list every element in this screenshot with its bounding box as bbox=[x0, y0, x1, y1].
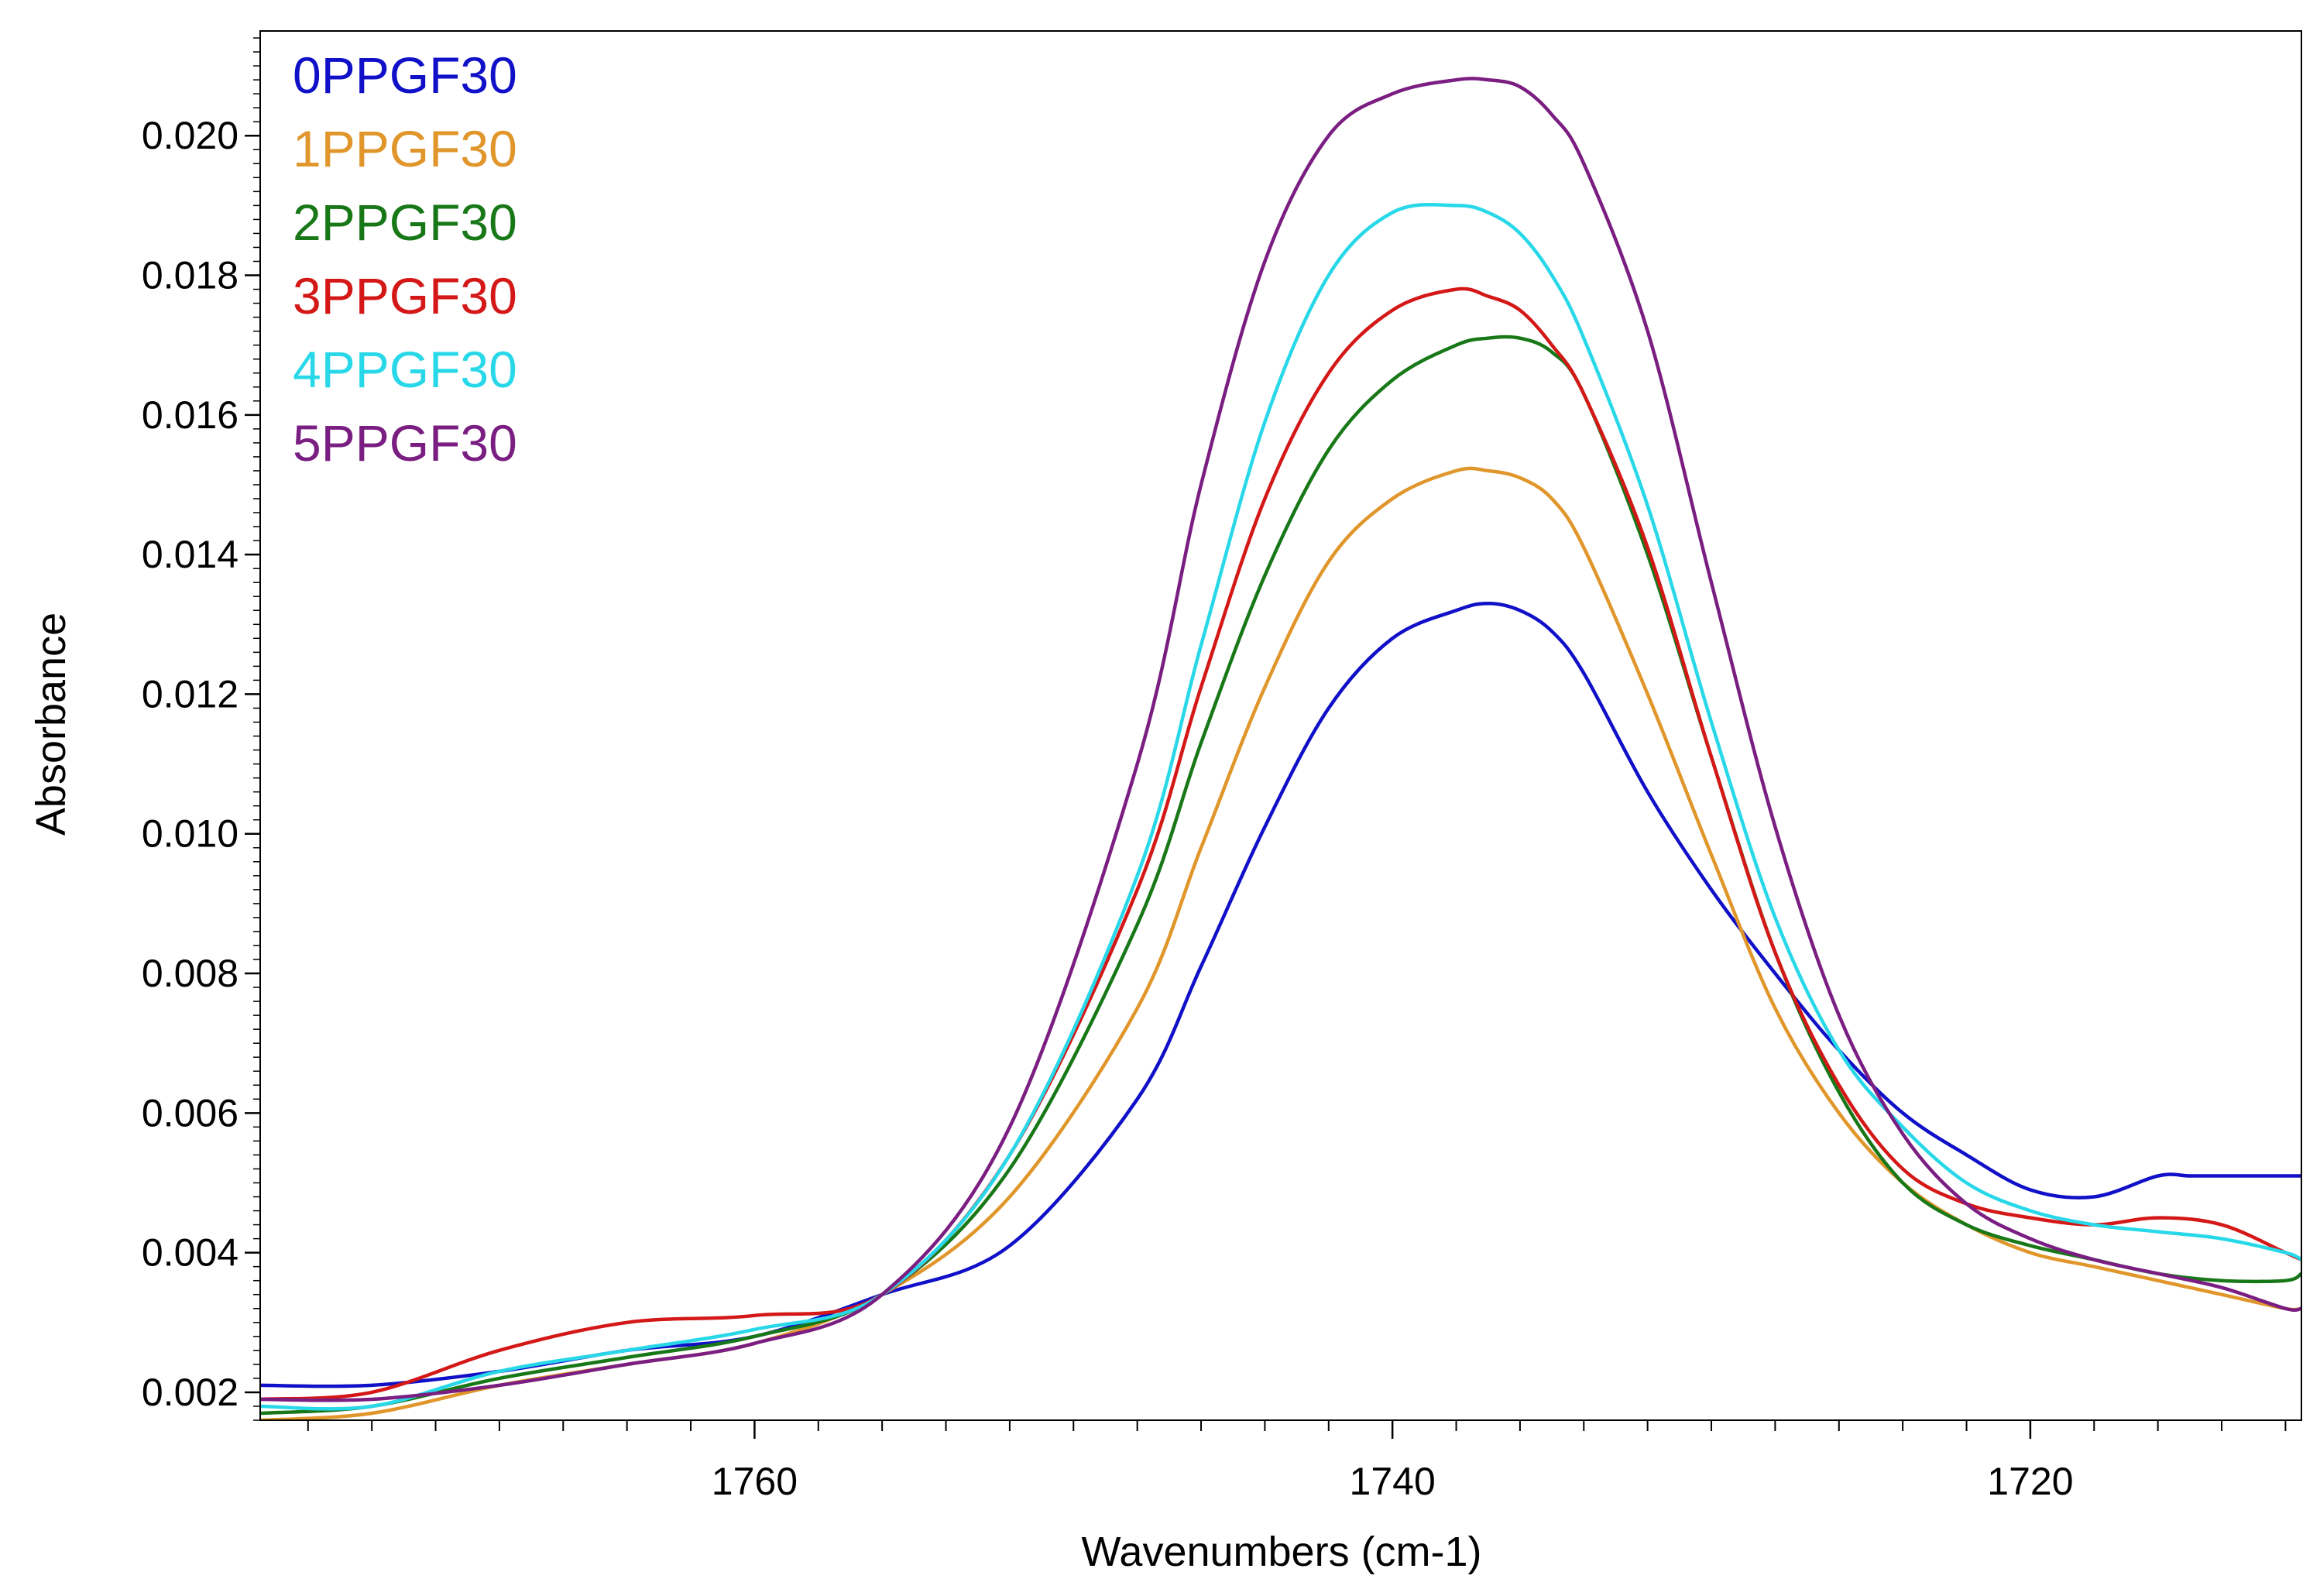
y-tick-label: 0.010 bbox=[142, 812, 239, 856]
series-layer bbox=[260, 77, 2301, 1420]
y-tick-label: 0.014 bbox=[142, 533, 239, 576]
y-tick-label: 0.016 bbox=[142, 393, 239, 437]
legend: 0PPGF30 1PPGF30 2PPGF30 3PPGF30 4PPGF30 5PPGF… bbox=[293, 46, 517, 472]
legend-entry-3PPGF30: 3PPGF30 bbox=[293, 267, 517, 324]
series-line-1PPGF30 bbox=[260, 466, 2301, 1420]
y-tick-label: 0.018 bbox=[142, 254, 239, 297]
series-line-3PPGF30 bbox=[260, 287, 2301, 1402]
axis-layer: 0.002 0.004 0.006 0.008 0.010 0.012 0.014 0.016… bbox=[142, 30, 2302, 1503]
x-axis-title: Wavenumbers (cm-1) bbox=[1081, 1529, 1481, 1575]
series-line-5PPGF30 bbox=[260, 77, 2301, 1402]
x-tick-label: 1760 bbox=[712, 1460, 798, 1503]
y-tick-label: 0.006 bbox=[142, 1091, 239, 1134]
x-tick-label: 1720 bbox=[1987, 1460, 2073, 1503]
legend-entry-2PPGF30: 2PPGF30 bbox=[293, 194, 517, 251]
legend-entry-1PPGF30: 1PPGF30 bbox=[293, 120, 517, 177]
plot-frame bbox=[259, 30, 2302, 1421]
y-tick-label: 0.008 bbox=[142, 952, 239, 995]
x-tick-label: 1740 bbox=[1350, 1460, 1436, 1503]
y-tick-label: 0.004 bbox=[142, 1231, 239, 1275]
legend-entry-0PPGF30: 0PPGF30 bbox=[293, 46, 517, 104]
y-tick-label: 0.012 bbox=[142, 672, 239, 716]
legend-entry-5PPGF30: 5PPGF30 bbox=[293, 414, 517, 472]
legend-entry-4PPGF30: 4PPGF30 bbox=[293, 341, 517, 398]
series-line-2PPGF30 bbox=[260, 335, 2301, 1416]
y-tick-label: 0.002 bbox=[142, 1371, 239, 1414]
y-axis-title: Absorbance bbox=[28, 613, 74, 836]
y-tick-label: 0.020 bbox=[142, 114, 239, 157]
series-line-4PPGF30 bbox=[260, 202, 2301, 1411]
